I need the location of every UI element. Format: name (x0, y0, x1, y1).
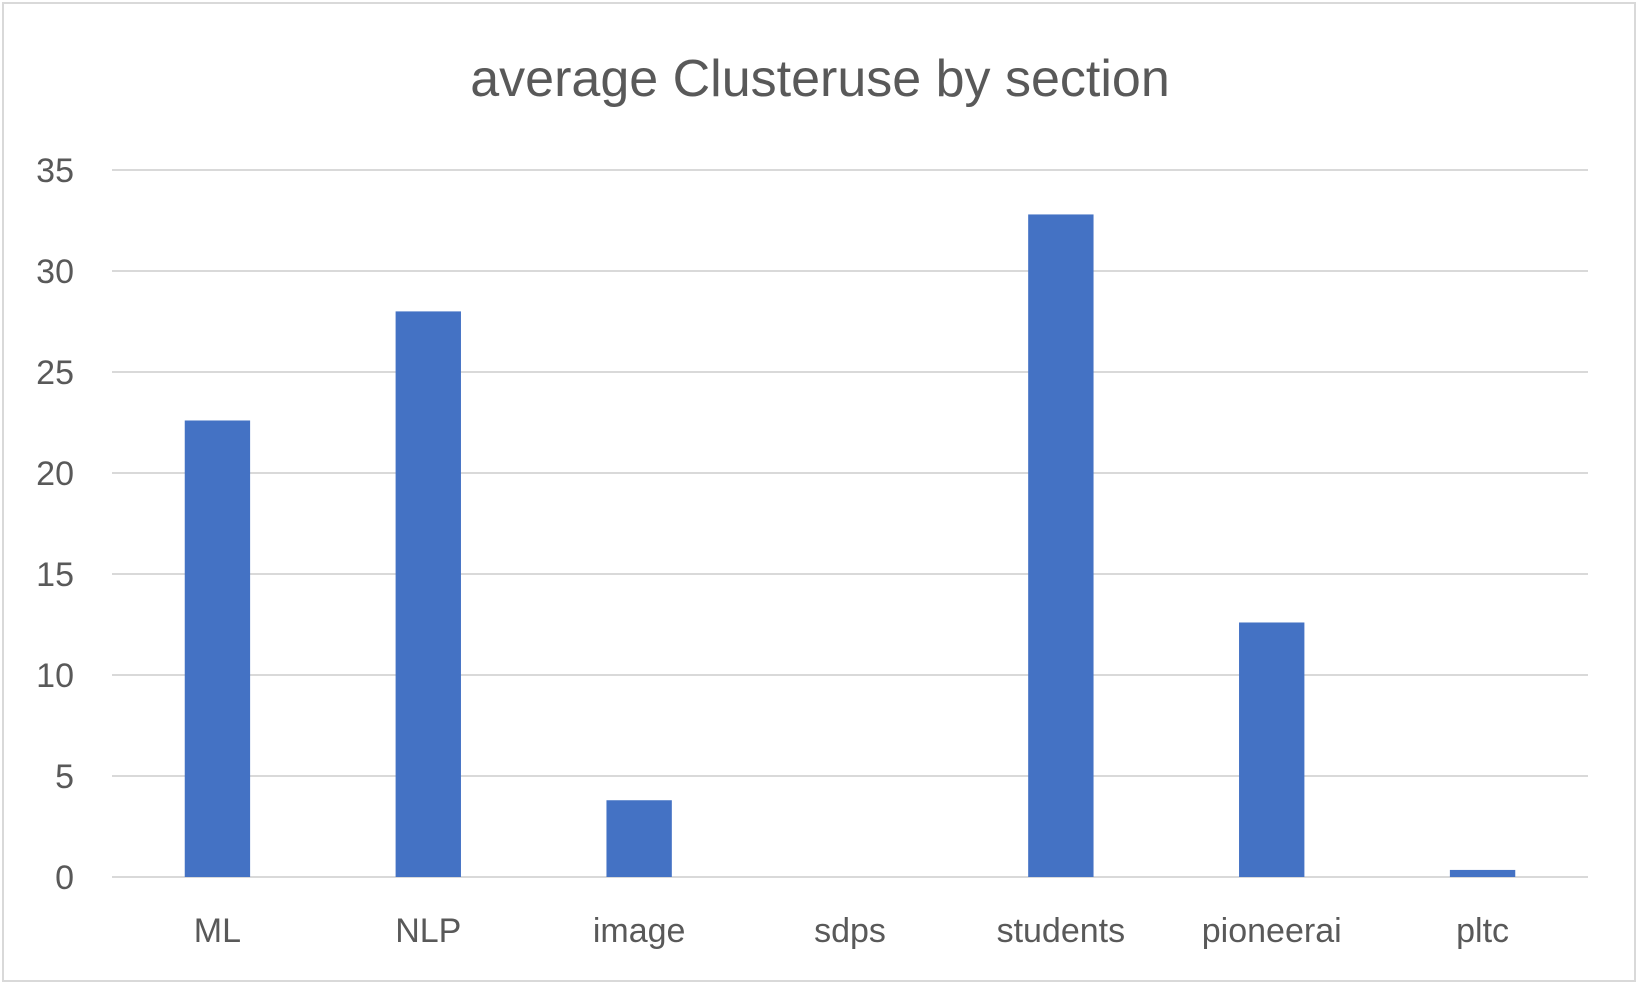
y-tick-label: 25 (36, 354, 74, 392)
y-tick-label: 20 (36, 455, 74, 493)
bar-students (1028, 214, 1094, 877)
y-axis-ticks: 0 5 10 15 20 25 30 35 (36, 152, 74, 897)
gridlines (112, 169, 1588, 878)
x-category-label: pioneerai (1202, 912, 1342, 950)
y-tick-label: 30 (36, 253, 74, 291)
x-category-label: image (593, 912, 686, 950)
x-category-label: ML (194, 912, 241, 950)
y-tick-label: 15 (36, 556, 74, 594)
bar-NLP (395, 311, 461, 877)
bar-pioneerai (1239, 622, 1305, 877)
bar-ML (184, 420, 251, 877)
bars (184, 214, 1516, 877)
x-category-label: pltc (1456, 912, 1509, 950)
chart-title: average Clusteruse by section (470, 50, 1170, 108)
x-category-label: NLP (395, 912, 461, 950)
y-tick-label: 0 (55, 859, 74, 897)
x-axis-categories: ML NLP image sdps students pioneerai pltc (194, 912, 1509, 950)
x-category-label: sdps (814, 912, 886, 950)
y-tick-label: 5 (55, 758, 74, 796)
y-tick-label: 35 (36, 152, 74, 190)
x-category-label: students (997, 912, 1126, 950)
y-tick-label: 10 (36, 657, 74, 695)
bar-pltc (1449, 869, 1516, 877)
bar-image (606, 800, 672, 877)
